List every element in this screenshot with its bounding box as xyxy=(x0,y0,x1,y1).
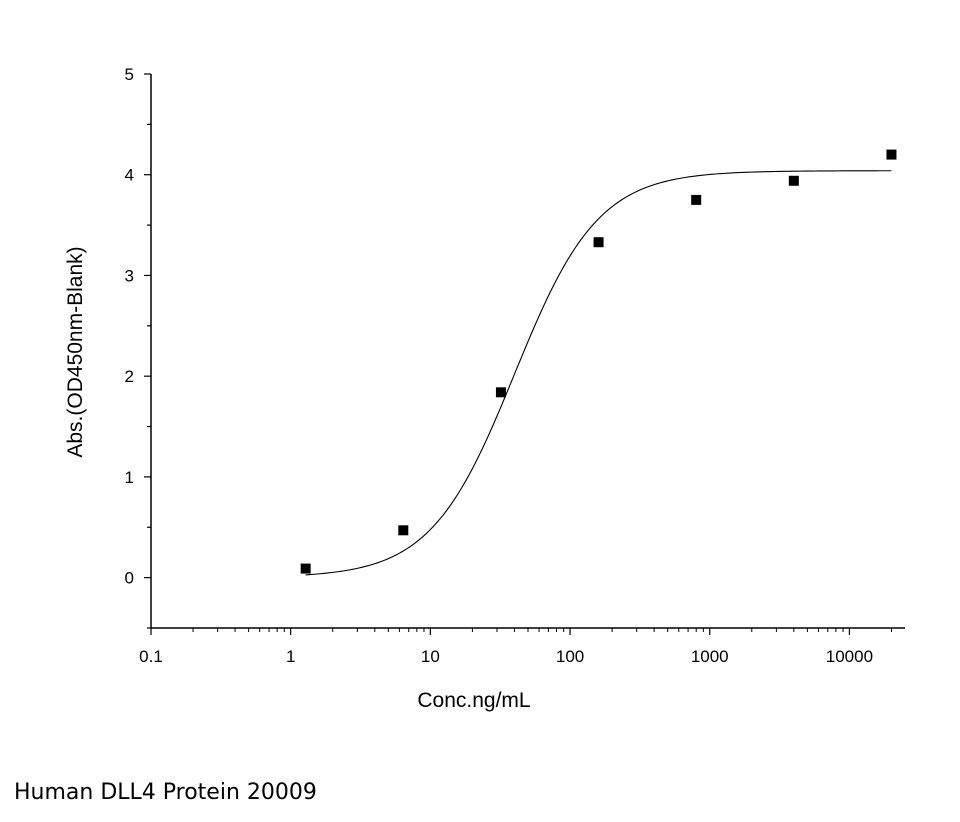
x-tick-label: 1 xyxy=(286,647,295,666)
data-point xyxy=(593,237,604,248)
y-axis-title: Abs.(OD450nm-Blank) xyxy=(64,246,87,457)
fit-curve xyxy=(305,170,892,576)
y-tick-label: 2 xyxy=(125,367,134,386)
y-tick-label: 5 xyxy=(125,65,134,84)
y-tick-label: 3 xyxy=(125,266,134,285)
data-point xyxy=(398,525,409,536)
elisa-chart: 0 1 2 3 4 5 0.1 1 10 100 1000 10000 Conc.ng/mL Abs.… xyxy=(64,65,905,712)
x-axis-title: Conc.ng/mL xyxy=(417,689,530,712)
x-tick-label: 10 xyxy=(421,647,440,666)
y-tick-label: 4 xyxy=(125,166,134,185)
y-tick-label: 1 xyxy=(125,468,134,487)
fit-curve-line xyxy=(305,170,892,576)
data-points xyxy=(300,149,897,574)
x-tick-label: 100 xyxy=(556,647,584,666)
x-tick-label: 1000 xyxy=(691,647,729,666)
data-point xyxy=(495,387,506,398)
data-point xyxy=(788,175,799,186)
y-tick-label: 0 xyxy=(125,569,134,588)
data-point xyxy=(691,194,702,205)
figure-caption: Human DLL4 Protein 20009 xyxy=(14,780,317,805)
data-point xyxy=(300,563,311,574)
x-tick-label: 10000 xyxy=(826,647,873,666)
x-tick-label: 0.1 xyxy=(139,647,163,666)
axes: 0 1 2 3 4 5 0.1 1 10 100 1000 10000 xyxy=(125,65,905,666)
data-point xyxy=(886,149,897,160)
